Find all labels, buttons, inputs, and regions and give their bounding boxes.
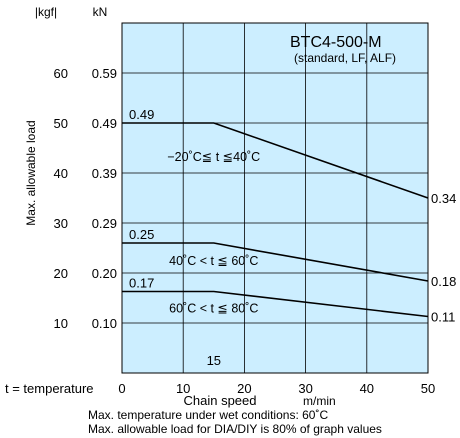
series-end-label: 0.18	[431, 274, 456, 289]
series-name-label: −20˚C≦ t ≦40˚C	[167, 150, 260, 164]
series-start-label: 0.49	[129, 107, 154, 122]
x-tick-label: 30	[298, 381, 312, 396]
series-line	[122, 290, 429, 318]
x-tick-label: 20	[237, 381, 251, 396]
plot-area	[122, 23, 428, 373]
x-tick-label: 0	[118, 381, 125, 396]
x-tick-label: 50	[421, 381, 435, 396]
series-start-label: 0.17	[129, 276, 154, 291]
series-start-label: 0.25	[129, 227, 154, 242]
note-2: Max. allowable load for DIA/DIY is 80% o…	[88, 422, 382, 436]
note-1: Max. temperature under wet conditions: 6…	[88, 408, 328, 422]
series-line	[122, 122, 429, 199]
y-unit-right: kN	[93, 5, 108, 19]
y-unit-left: |kgf|	[35, 5, 57, 19]
series-line	[122, 242, 429, 282]
series-end-label: 0.11	[431, 310, 455, 325]
series-end-label: 0.34	[431, 191, 456, 206]
data-labels: 0.49 0.34 −20˚C≦ t ≦40˚C 0.25 0.18 40˚C < t ≦…	[129, 107, 456, 368]
series-name-label: 40˚C < t ≦ 60˚C	[169, 254, 258, 268]
x-tick-label: 40	[360, 381, 374, 396]
plot-frame	[121, 22, 429, 374]
y-tick-label-kn: 0.20	[92, 266, 117, 281]
series-lines	[122, 122, 429, 318]
y-tick-label-kn: 0.59	[92, 66, 117, 81]
y-tick-label-kn: 0.49	[92, 116, 117, 131]
chart-subtitle: (standard, LF, ALF)	[294, 51, 396, 65]
y-tick-label-kn: 0.29	[92, 216, 117, 231]
series-name-label: 60˚C < t ≦ 80˚C	[169, 302, 258, 316]
y-tick-label-kn: 0.10	[92, 316, 117, 331]
y-tick-label-kgf: 10	[54, 316, 68, 331]
y-tick-label-kgf: 30	[54, 216, 68, 231]
y-tick-label-kgf: 20	[54, 266, 68, 281]
y-axis-label: Max. allowable load	[24, 120, 38, 225]
y-tick-label-kgf: 40	[54, 166, 68, 181]
legend-note: t = temperature	[5, 381, 94, 396]
chart-title: BTC4-500-M	[290, 34, 382, 51]
y-tick-label-kn: 0.39	[92, 166, 117, 181]
y-tick-label-kgf: 60	[54, 66, 68, 81]
tick-labels: 0 10 20 30 40 50 10 0.10 20 0.20 30 0.29 40 0.39 50 0.4…	[54, 66, 436, 396]
x-axis-label: Chain speed	[184, 393, 257, 408]
x-annotation-label: 15	[207, 353, 221, 368]
x-tick-label: 10	[176, 381, 190, 396]
y-tick-label-kgf: 50	[54, 116, 68, 131]
x-axis-unit: m/min	[303, 394, 336, 408]
